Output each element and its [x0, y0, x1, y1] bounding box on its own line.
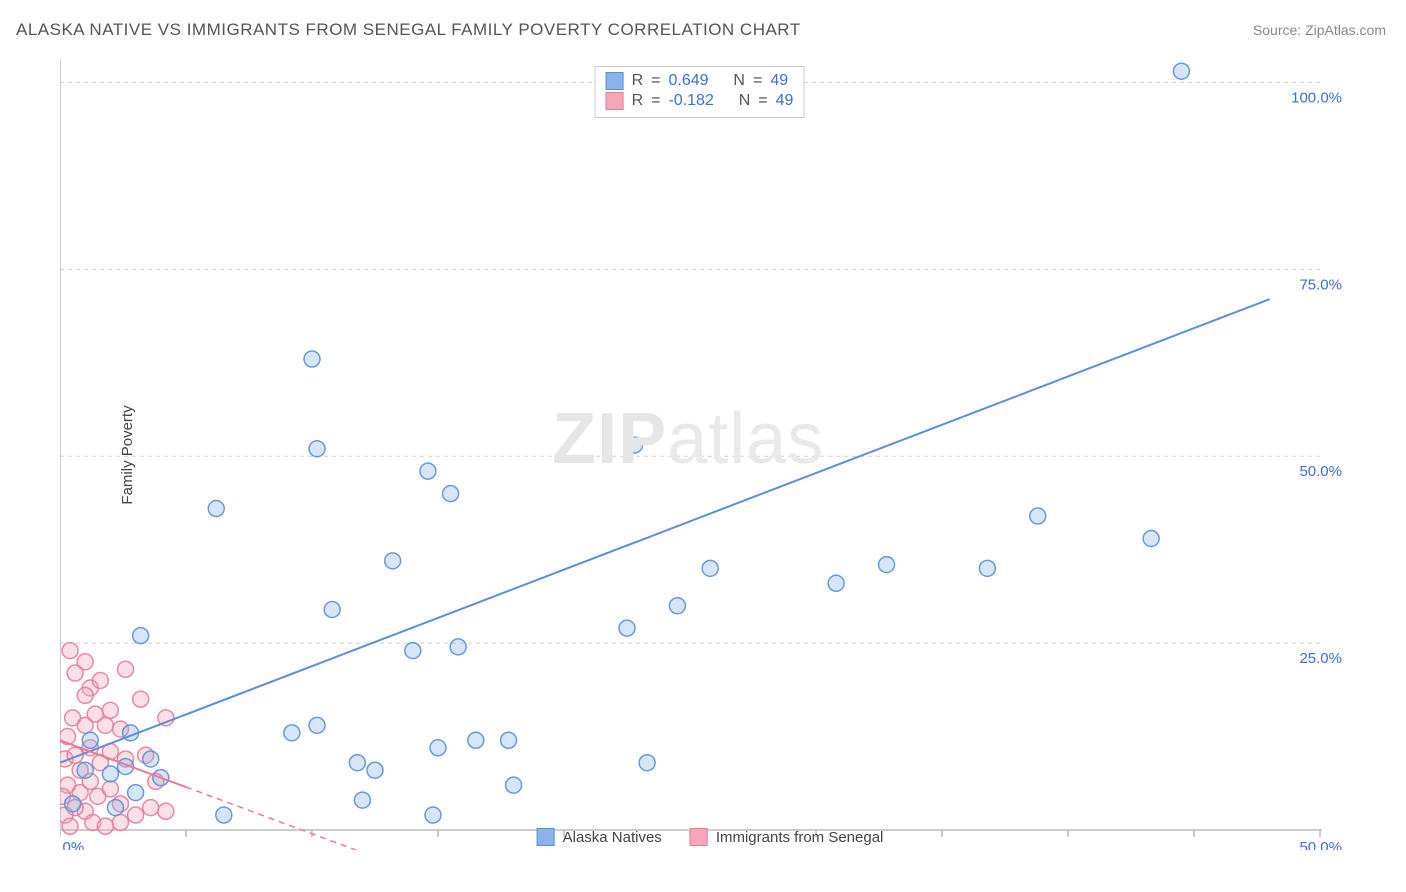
source-link[interactable]: ZipAtlas.com — [1305, 22, 1386, 38]
source-prefix: Source: — [1253, 22, 1305, 38]
legend-label-senegal: Immigrants from Senegal — [716, 829, 884, 846]
equals: = — [753, 72, 762, 90]
equals: = — [651, 72, 660, 90]
swatch-senegal — [690, 828, 708, 846]
source-attribution: Source: ZipAtlas.com — [1253, 22, 1386, 38]
swatch-alaska — [606, 72, 624, 90]
series-legend: Alaska Natives Immigrants from Senegal — [537, 828, 884, 846]
n-value-senegal: 49 — [776, 92, 794, 110]
legend-item-alaska: Alaska Natives — [537, 828, 662, 846]
equals: = — [758, 92, 767, 110]
correlation-stats-box: R = 0.649 N = 49 R = -0.182 N = 49 — [595, 66, 805, 118]
chart-canvas: 25.0% 50.0% 75.0% 100.0% 0.0% 50.0% — [60, 60, 1360, 850]
svg-text:100.0%: 100.0% — [1291, 89, 1342, 106]
scatter-plot: Family Poverty ZIPatlas 25.0%50.0%75.0%1… — [60, 60, 1360, 850]
r-label: R — [632, 72, 644, 90]
swatch-senegal — [606, 92, 624, 110]
stats-row-alaska: R = 0.649 N = 49 — [606, 71, 794, 91]
r-value-senegal: -0.182 — [668, 92, 713, 110]
svg-text:50.0%: 50.0% — [1299, 839, 1342, 850]
chart-title: ALASKA NATIVE VS IMMIGRANTS FROM SENEGAL… — [16, 20, 801, 40]
n-label: N — [733, 72, 745, 90]
svg-text:0.0%: 0.0% — [60, 839, 84, 850]
svg-text:75.0%: 75.0% — [1299, 276, 1342, 293]
swatch-alaska — [537, 828, 555, 846]
svg-text:25.0%: 25.0% — [1299, 650, 1342, 667]
r-label: R — [632, 92, 644, 110]
r-value-alaska: 0.649 — [668, 72, 708, 90]
n-value-alaska: 49 — [770, 72, 788, 90]
n-label: N — [739, 92, 751, 110]
y-axis-label: Family Poverty — [119, 405, 136, 504]
legend-label-alaska: Alaska Natives — [563, 829, 662, 846]
stats-row-senegal: R = -0.182 N = 49 — [606, 91, 794, 111]
legend-item-senegal: Immigrants from Senegal — [690, 828, 884, 846]
svg-text:50.0%: 50.0% — [1299, 463, 1342, 480]
equals: = — [651, 92, 660, 110]
